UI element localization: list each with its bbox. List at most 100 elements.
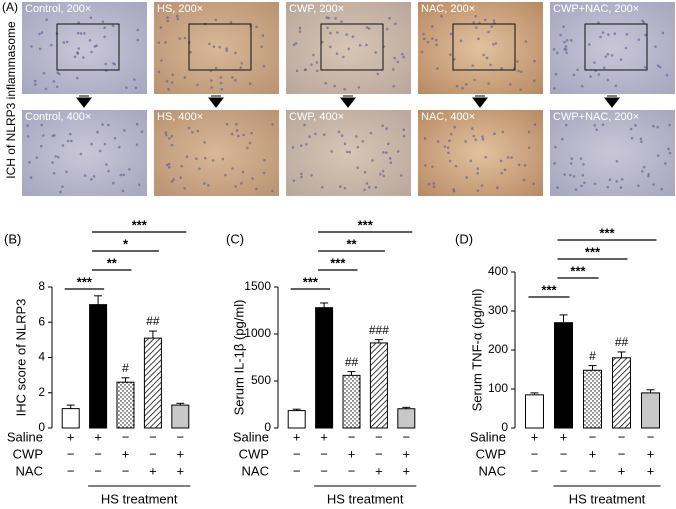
- nucleus: [572, 175, 576, 178]
- nucleus: [482, 53, 485, 57]
- micrograph: NAC, 200×: [418, 2, 543, 94]
- nucleus: [464, 140, 467, 143]
- nucleus: [305, 142, 308, 146]
- nucleus: [107, 169, 110, 173]
- nucleus: [122, 173, 126, 177]
- nucleus: [480, 184, 484, 187]
- nucleus: [506, 156, 510, 159]
- nucleus: [533, 123, 537, 126]
- nucleus: [517, 69, 520, 73]
- nucleus: [103, 35, 106, 39]
- nucleus: [164, 133, 168, 137]
- image-tile: [550, 110, 675, 196]
- nucleus: [261, 34, 265, 37]
- treatment-mark: −: [375, 429, 383, 444]
- nucleus: [493, 132, 496, 135]
- nucleus: [490, 25, 493, 28]
- nucleus: [56, 155, 60, 159]
- nucleus: [210, 86, 213, 89]
- nucleus: [608, 178, 612, 182]
- nucleus: [620, 178, 624, 181]
- nucleus: [343, 87, 346, 91]
- nucleus: [335, 52, 339, 56]
- nucleus: [34, 83, 37, 86]
- nucleus: [300, 172, 303, 176]
- nucleus: [248, 82, 252, 85]
- nucleus: [614, 84, 618, 88]
- nucleus: [572, 73, 576, 77]
- nucleus: [98, 149, 102, 153]
- nucleus: [90, 50, 93, 54]
- nucleus: [70, 139, 73, 143]
- nucleus: [595, 128, 598, 132]
- nucleus: [165, 79, 169, 83]
- nucleus: [435, 43, 438, 47]
- nucleus: [345, 33, 349, 36]
- nucleus: [105, 163, 108, 166]
- nucleus: [321, 40, 324, 44]
- y-tick-label: 6: [38, 314, 45, 328]
- treatment-mark: −: [531, 446, 539, 461]
- nucleus: [593, 182, 597, 186]
- arrow: [603, 95, 621, 108]
- nucleus: [260, 45, 263, 49]
- nucleus: [625, 33, 629, 36]
- nucleus: [221, 157, 225, 161]
- nucleus: [481, 135, 484, 139]
- nucleus: [385, 27, 389, 31]
- nucleus: [343, 186, 347, 190]
- nucleus: [381, 124, 384, 127]
- nucleus: [170, 81, 174, 84]
- annotation: ###: [369, 323, 389, 337]
- treatment-name: CWP: [239, 446, 269, 461]
- nucleus: [79, 152, 83, 156]
- nucleus: [167, 166, 171, 169]
- nucleus: [159, 26, 163, 29]
- nucleus: [427, 182, 431, 186]
- nucleus: [652, 183, 655, 186]
- annotation: #: [122, 361, 129, 375]
- bar: [342, 374, 361, 429]
- nucleus: [208, 42, 211, 46]
- nucleus: [292, 43, 296, 47]
- nucleus: [178, 37, 182, 40]
- nucleus: [338, 185, 342, 188]
- nucleus: [386, 142, 390, 146]
- annotation: ##: [146, 314, 160, 328]
- nucleus: [262, 64, 266, 68]
- nucleus: [347, 47, 351, 51]
- arrow: [207, 95, 225, 108]
- treatment-name: NAC: [479, 463, 506, 478]
- bar: [315, 307, 334, 429]
- nucleus: [396, 150, 400, 153]
- image-tile: [418, 2, 543, 94]
- nucleus: [237, 134, 240, 138]
- nucleus: [271, 189, 274, 193]
- nucleus: [183, 36, 187, 40]
- nucleus: [133, 78, 136, 81]
- nucleus: [295, 69, 299, 73]
- nucleus: [448, 159, 452, 163]
- nucleus: [519, 88, 522, 91]
- nucleus: [315, 61, 319, 64]
- nucleus: [326, 26, 329, 30]
- nucleus: [196, 129, 200, 133]
- nucleus: [167, 88, 170, 91]
- nucleus: [77, 21, 80, 24]
- nucleus: [322, 133, 326, 136]
- nucleus: [453, 125, 457, 129]
- nucleus: [351, 35, 355, 38]
- nucleus: [452, 189, 456, 193]
- nucleus: [385, 127, 388, 130]
- nucleus: [668, 123, 671, 127]
- bar: [89, 304, 108, 429]
- nucleus: [449, 32, 453, 36]
- nucleus: [310, 63, 313, 66]
- image-label: CWP, 200×: [289, 3, 344, 15]
- nucleus: [83, 174, 87, 177]
- treatment-mark: +: [531, 429, 539, 444]
- group-label: HS treatment: [101, 491, 178, 506]
- nucleus: [231, 167, 234, 170]
- treatment-name: Saline: [233, 429, 269, 444]
- treatment-mark: −: [618, 446, 626, 461]
